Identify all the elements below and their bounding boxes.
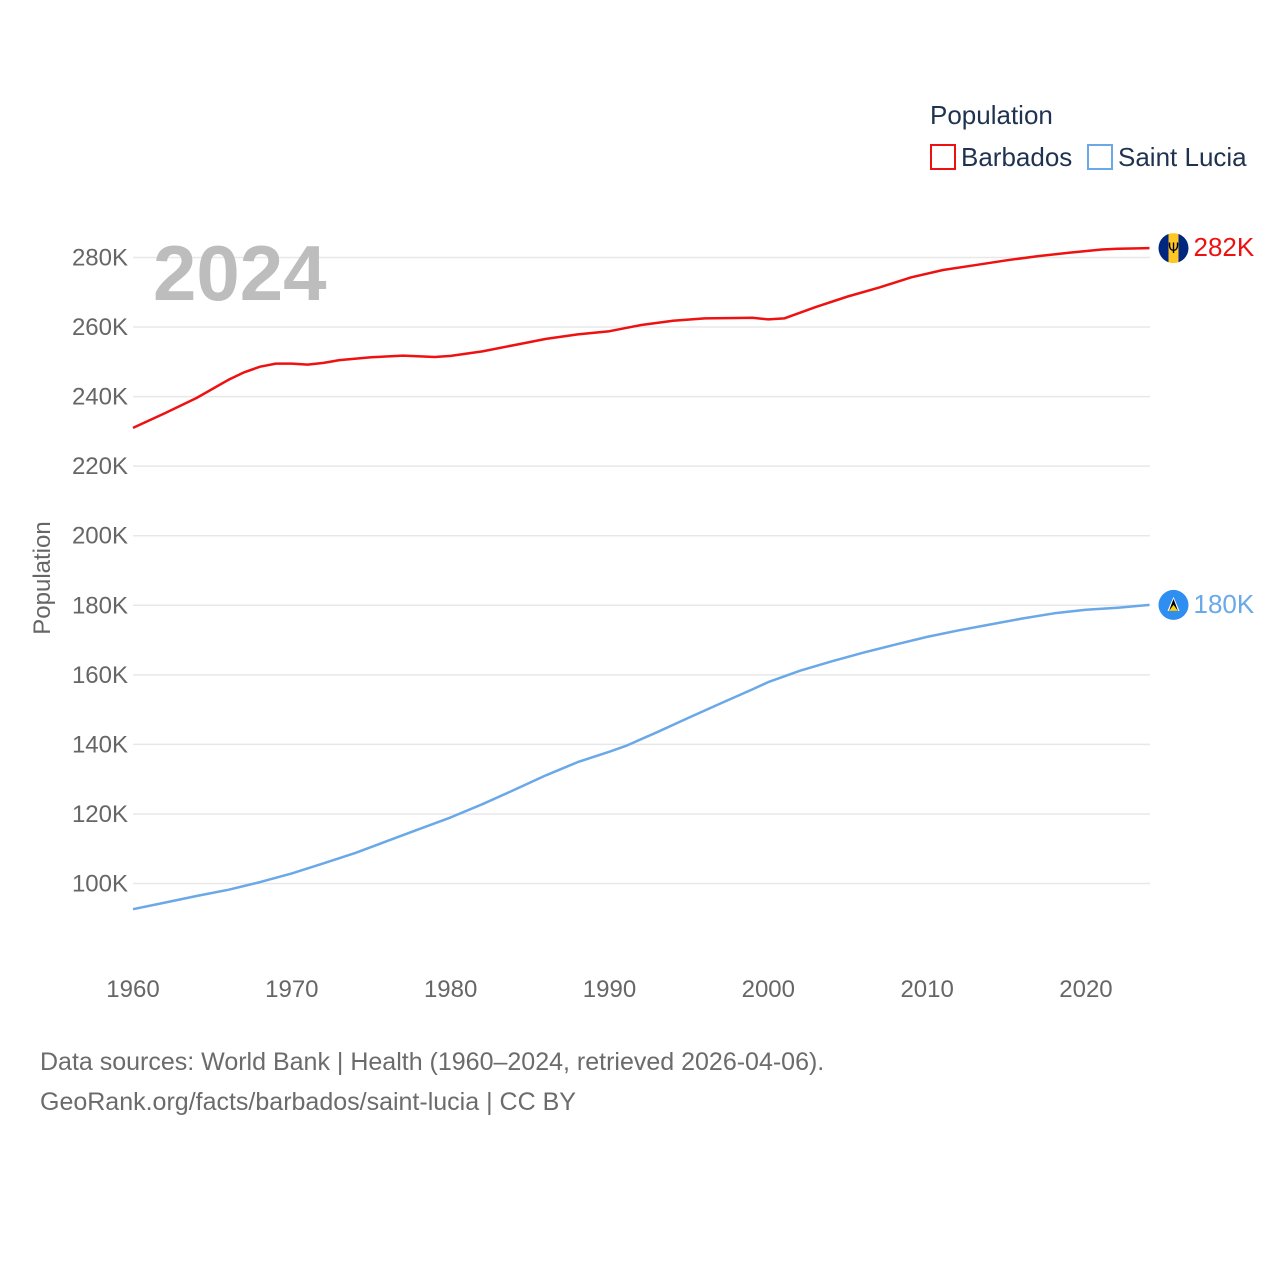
x-tick-label: 1970 (265, 976, 318, 1003)
y-tick-label: 280K (72, 245, 128, 272)
y-tick-label: 160K (72, 662, 128, 689)
y-tick-label: 180K (72, 592, 128, 619)
barbados-flag-icon: Ψ (1158, 233, 1189, 264)
footer-sources: Data sources: World Bank | Health (1960–… (40, 1048, 825, 1076)
y-axis-label: Population (29, 521, 56, 634)
legend-swatch-barbados (930, 144, 956, 170)
saint-lucia-flag-icon (1158, 589, 1189, 620)
barbados-end-label: 282K (1194, 232, 1255, 262)
legend-title: Population (930, 100, 1053, 130)
series-line-saint-lucia (132, 603, 1150, 911)
y-tick-label: 260K (72, 314, 128, 341)
saint-lucia-end-label: 180K (1194, 589, 1255, 619)
legend-label-barbados: Barbados (961, 142, 1072, 172)
svg-text:Ψ: Ψ (1168, 241, 1179, 257)
y-tick-label: 140K (72, 731, 128, 758)
x-tick-label: 1990 (583, 976, 636, 1003)
x-tick-label: 1960 (106, 976, 159, 1003)
y-tick-label: 120K (72, 801, 128, 828)
legend-swatch-saint-lucia (1087, 144, 1113, 170)
series-line-barbados (132, 246, 1150, 430)
x-axis-ticks: 1960 1970 1980 1990 2000 2010 2020 (106, 976, 1112, 1003)
x-tick-label: 2000 (742, 976, 795, 1003)
barbados-end-marker: Ψ 282K (1158, 232, 1255, 264)
legend: Population Barbados Saint Lucia (930, 100, 1247, 172)
current-year-label: 2024 (153, 229, 327, 317)
x-tick-label: 2010 (900, 976, 953, 1003)
y-tick-label: 240K (72, 384, 128, 411)
legend-item-saint-lucia[interactable]: Saint Lucia (1087, 142, 1247, 172)
y-tick-label: 200K (72, 523, 128, 550)
legend-item-barbados[interactable]: Barbados (930, 142, 1072, 172)
legend-label-saint-lucia: Saint Lucia (1118, 142, 1247, 172)
series-lines (132, 246, 1150, 911)
x-tick-label: 1980 (424, 976, 477, 1003)
y-tick-label: 100K (72, 871, 128, 898)
footer-link[interactable]: GeoRank.org/facts/barbados/saint-lucia |… (40, 1088, 576, 1116)
saint-lucia-end-marker: 180K (1158, 589, 1255, 620)
footer: Data sources: World Bank | Health (1960–… (40, 1042, 824, 1122)
x-tick-label: 2020 (1059, 976, 1112, 1003)
grid-lines (133, 256, 1150, 885)
y-tick-label: 220K (72, 453, 128, 480)
y-axis-ticks: 100K 120K 140K 160K 180K 200K 220K 240K 260K 280K (72, 245, 128, 898)
